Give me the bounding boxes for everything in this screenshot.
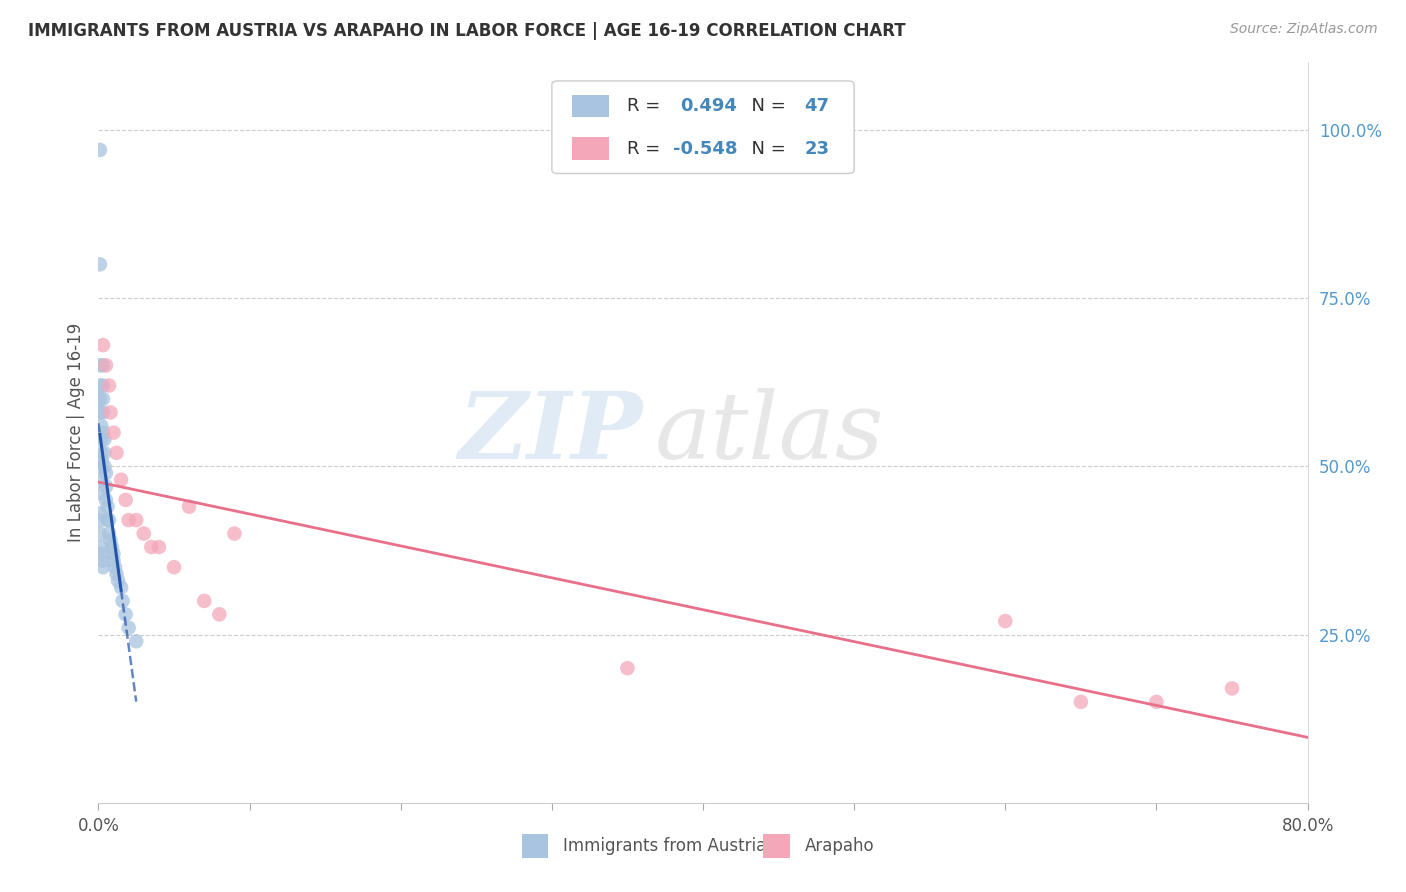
Point bbox=[90, 433, 112, 447]
Point bbox=[125, 634, 148, 648]
Point bbox=[91, 338, 114, 352]
Point bbox=[91, 560, 114, 574]
Point bbox=[90, 473, 112, 487]
Point bbox=[94, 492, 117, 507]
Point bbox=[104, 560, 127, 574]
Point bbox=[91, 392, 114, 406]
Text: R =: R = bbox=[627, 139, 666, 158]
Point bbox=[90, 547, 112, 561]
Point bbox=[224, 526, 246, 541]
Point bbox=[89, 143, 111, 157]
Point bbox=[90, 446, 112, 460]
FancyBboxPatch shape bbox=[551, 81, 855, 173]
Point bbox=[103, 547, 125, 561]
Point bbox=[125, 513, 148, 527]
Bar bbox=[572, 95, 609, 117]
Point bbox=[93, 459, 115, 474]
Text: N =: N = bbox=[741, 139, 792, 158]
Text: ZIP: ZIP bbox=[458, 388, 643, 477]
Text: Source: ZipAtlas.com: Source: ZipAtlas.com bbox=[1230, 22, 1378, 37]
Point bbox=[89, 378, 111, 392]
Point bbox=[114, 492, 136, 507]
Y-axis label: In Labor Force | Age 16-19: In Labor Force | Age 16-19 bbox=[66, 323, 84, 542]
Point bbox=[98, 526, 121, 541]
Point bbox=[100, 533, 122, 548]
Point bbox=[94, 359, 117, 373]
Point bbox=[98, 513, 121, 527]
Point bbox=[90, 486, 112, 500]
Point bbox=[179, 500, 201, 514]
Point bbox=[105, 566, 128, 581]
Point bbox=[616, 661, 638, 675]
Point bbox=[91, 553, 114, 567]
Point bbox=[110, 473, 132, 487]
Point bbox=[103, 553, 125, 567]
Point bbox=[141, 540, 163, 554]
Point bbox=[89, 392, 111, 406]
Text: atlas: atlas bbox=[655, 388, 884, 477]
Point bbox=[114, 607, 136, 622]
Point bbox=[94, 479, 117, 493]
Point bbox=[148, 540, 170, 554]
Point bbox=[90, 540, 112, 554]
Point bbox=[89, 513, 111, 527]
Point bbox=[89, 405, 111, 419]
Point bbox=[89, 257, 111, 271]
Point bbox=[94, 466, 117, 480]
Point bbox=[208, 607, 231, 622]
Point bbox=[91, 359, 114, 373]
Point bbox=[96, 513, 118, 527]
Point bbox=[93, 446, 115, 460]
Point bbox=[96, 500, 118, 514]
Point bbox=[89, 526, 111, 541]
Point bbox=[111, 594, 134, 608]
Bar bbox=[572, 137, 609, 160]
Point bbox=[105, 446, 128, 460]
Point bbox=[1220, 681, 1243, 696]
Point bbox=[193, 594, 215, 608]
Text: Arapaho: Arapaho bbox=[804, 837, 875, 855]
Point bbox=[1070, 695, 1092, 709]
Point bbox=[107, 574, 129, 588]
Bar bbox=[763, 834, 790, 858]
Text: 0.494: 0.494 bbox=[681, 97, 737, 115]
Point bbox=[89, 359, 111, 373]
Point bbox=[103, 425, 125, 440]
Point bbox=[163, 560, 186, 574]
Point bbox=[118, 513, 141, 527]
Text: -0.548: -0.548 bbox=[673, 139, 737, 158]
Point bbox=[90, 418, 112, 433]
Text: IMMIGRANTS FROM AUSTRIA VS ARAPAHO IN LABOR FORCE | AGE 16-19 CORRELATION CHART: IMMIGRANTS FROM AUSTRIA VS ARAPAHO IN LA… bbox=[28, 22, 905, 40]
Point bbox=[91, 425, 114, 440]
Point bbox=[90, 452, 112, 467]
Point bbox=[132, 526, 155, 541]
Point bbox=[118, 621, 141, 635]
Text: 23: 23 bbox=[804, 139, 830, 158]
Bar bbox=[522, 834, 548, 858]
Text: N =: N = bbox=[741, 97, 792, 115]
Text: Immigrants from Austria: Immigrants from Austria bbox=[562, 837, 766, 855]
Point bbox=[89, 507, 111, 521]
Point bbox=[90, 459, 112, 474]
Point bbox=[98, 378, 121, 392]
Point bbox=[91, 405, 114, 419]
Point bbox=[101, 540, 124, 554]
Point bbox=[100, 405, 122, 419]
Point bbox=[91, 378, 114, 392]
Point bbox=[994, 614, 1017, 628]
Point bbox=[93, 433, 115, 447]
Text: R =: R = bbox=[627, 97, 672, 115]
Point bbox=[1144, 695, 1167, 709]
Point bbox=[110, 581, 132, 595]
Text: 47: 47 bbox=[804, 97, 830, 115]
